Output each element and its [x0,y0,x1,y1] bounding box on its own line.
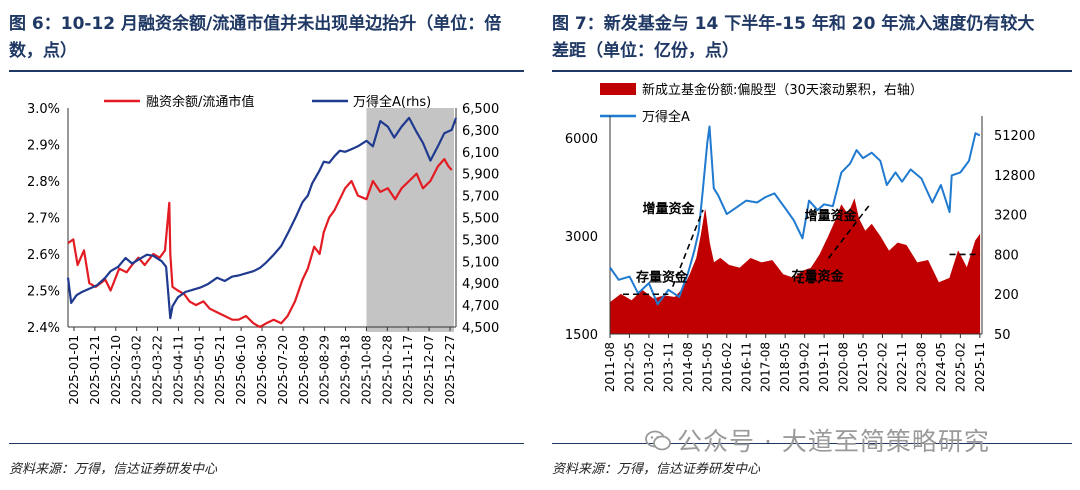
watermark: 公众号 · 大道至简策略研究 [645,422,990,458]
fig6-xtick-label: 2025-06-30 [255,335,269,405]
fig6-xtick-label: 2025-11-17 [401,335,415,405]
fig6-xtick-label: 2025-02-10 [109,335,123,405]
fig7-legend-swatch-area [600,83,636,95]
fig6-ytick-left: 2.9% [27,139,60,154]
fig6-xtick-label: 2025-12-07 [422,335,436,405]
fig6-ytick-right: 6,300 [462,124,499,139]
fig6-ytick-right: 5,100 [462,255,499,270]
fig6-ytick-right: 5,500 [462,212,499,227]
fig6-xtick-label: 2025-12-27 [443,335,457,405]
fig7-xtick-label: 2013-02 [642,342,656,392]
fig7-chart: 新成立基金份额:偏股型（30天滚动累积，右轴） 万得全A 1500 3000 600… [565,82,1035,392]
fig7-top-rule [552,70,1072,72]
fig7-trend-line-2020 [827,204,871,259]
fig6-ytick-right: 4,500 [462,321,499,336]
fig7-ytick-right: 12800 [994,169,1035,184]
fig7-xtick-label: 2011-08 [603,342,617,392]
fig6-source: 资料来源：万得，信达证券研发中心 [9,462,218,477]
fig7-annotation-stock-2019: 存量资金 [792,268,845,284]
fig6-xtick-label: 2025-01-21 [88,335,102,405]
fig7-xtick-label: 2020-08 [837,342,851,392]
fig6-ytick-right: 4,900 [462,277,499,292]
fig6-legend: 融资余额/流通市值 万得全A(rhs) [104,94,431,110]
fig7-ytick-right: 51200 [994,129,1035,144]
fig7-title: 图 7：新发基金与 14 下半年-15 年和 20 年流入速度仍有较大 差距（单… [552,11,1072,65]
fig7-xtick-label: 2021-05 [856,342,870,392]
fig6-ytick-left: 3.0% [27,102,60,117]
fig6-ytick-right: 5,900 [462,168,499,183]
fig6-xtick-label: 2025-08-09 [297,335,311,405]
fig7-xtick-label: 2016-02 [720,342,734,392]
fig6-title-line2: 数，点） [9,41,77,61]
fig7-source: 资料来源：万得，信达证券研发中心 [552,462,761,477]
fig6-series-wind-a [66,116,458,320]
fig6-ytick-left: 2.6% [27,248,60,263]
fig6-ytick-right: 4,700 [462,299,499,314]
fig6-ytick-left: 2.5% [27,285,60,300]
fig7-title-line2: 差距（单位：亿份，点） [552,41,739,61]
fig6-xtick-label: 2025-05-01 [192,335,206,405]
fig7-xtick-label: 2019-11 [817,342,831,392]
fig7-xtick-label: 2012-05 [622,342,636,392]
fig6-ytick-right: 5,300 [462,233,499,248]
fig6-legend-label-index: 万得全A(rhs) [353,94,431,110]
fig6-xtick-label: 2025-08-29 [318,335,332,405]
fig7-xtick-label: 2016-11 [739,342,753,392]
fig7-legend-label-fund: 新成立基金份额:偏股型（30天滚动累积，右轴） [642,82,923,98]
fig6-chart: 融资余额/流通市值 万得全A(rhs) 2.4% 2.5% 2.6% 2.7% 2.8%… [27,94,499,405]
fig7-bottom-rule [552,443,1072,444]
fig6-xtick-label: 2025-01-01 [67,335,81,405]
fig7-trend-line-2014 [671,209,704,288]
fig6-xtick-label: 2025-06-10 [234,335,248,405]
fig6-xtick-label: 2025-10-08 [359,335,373,405]
fig7-ytick-right: 800 [994,248,1019,263]
wechat-icon [645,430,671,451]
fig6-legend-label-margin: 融资余额/流通市值 [146,94,254,110]
fig7-ytick-right: 3200 [994,209,1027,224]
fig7-xtick-label: 2024-05 [934,342,948,392]
fig7-ytick-left: 6000 [565,132,598,147]
fig7-xtick-label: 2013-11 [661,342,675,392]
fig6-ytick-right: 6,500 [462,102,499,117]
fig7-xtick-label: 2015-05 [700,342,714,392]
fig7-series-fund-area [609,198,981,335]
fig7-xtick-label: 2025-11 [973,342,987,392]
fig6-xtick-label: 2025-05-21 [213,335,227,405]
fig7-xtick-label: 2022-11 [895,342,909,392]
fig6-xtick-label: 2025-03-02 [130,335,144,405]
fig7-annotation-inflow-2014: 增量资金 [642,201,695,217]
fig7-xtick-label: 2022-02 [876,342,890,392]
fig6-xtick-label: 2025-03-22 [151,335,165,405]
fig7-ytick-right: 200 [994,288,1019,303]
fig6-xtick-label: 2025-04-11 [171,335,185,405]
fig7-legend: 新成立基金份额:偏股型（30天滚动累积，右轴） 万得全A [600,82,923,125]
fig7-annotation-stock-2013: 存量资金 [636,270,689,286]
fig6-title: 图 6：10-12 月融资余额/流通市值并未出现单边抬升（单位：倍 数，点） [9,11,524,65]
fig6-ytick-left: 2.4% [27,321,60,336]
fig7-xtick-label: 2017-08 [759,342,773,392]
fig6-bottom-rule [9,443,524,444]
fig7-ytick-right: 50 [994,328,1011,343]
fig6-ytick-left: 2.7% [27,212,60,227]
fig7-xtick-label: 2025-02 [953,342,967,392]
fig6-ytick-right: 6,100 [462,146,499,161]
fig7-xtick-label: 2014-08 [681,342,695,392]
watermark-text: 公众号 · 大道至简策略研究 [677,427,990,456]
fig6-xtick-label: 2025-09-18 [339,335,353,405]
fig7-legend-label-index: 万得全A [642,109,690,125]
fig6-xtick-label: 2025-10-28 [380,335,394,405]
fig7-series-wind-a [609,125,981,306]
fig6-title-line1: 图 6：10-12 月融资余额/流通市值并未出现单边抬升（单位：倍 [9,14,502,34]
fig6-top-rule [9,70,524,72]
fig7-xtick-label: 2023-08 [914,342,928,392]
fig6-ytick-right: 5,700 [462,190,499,205]
fig7-ytick-left: 3000 [565,230,598,245]
fig7-ytick-left: 1500 [565,328,598,343]
fig7-xtick-label: 2019-02 [798,342,812,392]
fig7-xtick-label: 2018-05 [778,342,792,392]
fig7-title-line1: 图 7：新发基金与 14 下半年-15 年和 20 年流入速度仍有较大 [552,14,1035,34]
fig6-xtick-label: 2025-07-20 [276,335,290,405]
fig6-ytick-left: 2.8% [27,175,60,190]
fig7-annotation-inflow-2020: 增量资金 [805,208,858,224]
